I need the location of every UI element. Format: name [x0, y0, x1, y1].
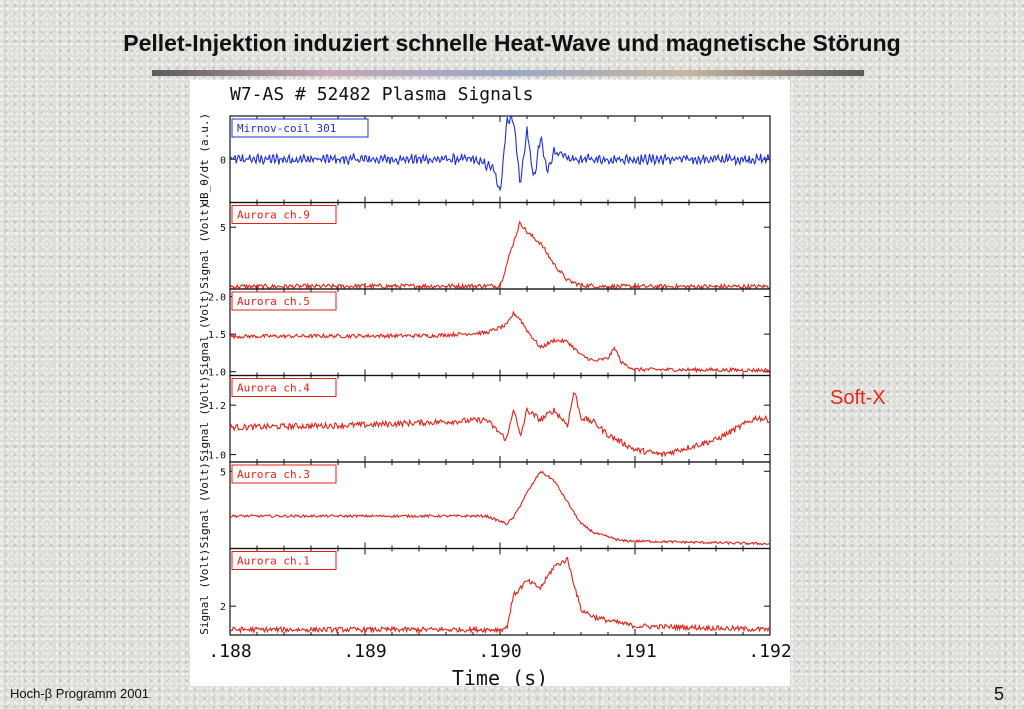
- y-tick-label: 1.5: [208, 330, 226, 341]
- legend-label-2: Aurora ch.9: [237, 209, 310, 222]
- y-axis-label: Signal (Volt): [198, 289, 211, 375]
- title-divider: [152, 70, 864, 76]
- y-tick-label: 5: [220, 223, 226, 234]
- x-tick-label: .191: [613, 641, 656, 662]
- legend-label-6: Aurora ch.1: [237, 555, 310, 568]
- legend-label-1: Mirnov-coil 301: [237, 122, 336, 135]
- y-tick-label: 2: [220, 602, 226, 613]
- y-axis-label: Signal (Volt): [198, 462, 211, 548]
- legend-label-4: Aurora ch.4: [237, 382, 310, 395]
- y-axis-label: Signal (Volt): [198, 376, 211, 462]
- y-tick-label: 1.0: [208, 368, 226, 379]
- x-tick-label: .188: [208, 641, 251, 662]
- legend-box-6: [231, 551, 337, 570]
- x-tick-label: .189: [343, 641, 386, 662]
- footer-program-label: Hoch-β Programm 2001: [10, 686, 149, 701]
- series-line-4: [229, 392, 771, 459]
- y-axis-label: Signal (Volt): [198, 203, 211, 289]
- plasma-signals-chart: W7-AS # 52482 Plasma Signals 0 dB_θ/dt (a.…: [198, 84, 790, 686]
- legend-box-5: [231, 464, 337, 484]
- y-tick-label: 2.0: [208, 293, 226, 304]
- legend-box-2: [231, 205, 337, 224]
- y-tick-label: 0: [220, 155, 226, 166]
- chart-title: W7-AS # 52482 Plasma Signals: [230, 84, 533, 105]
- series-line-1: [229, 114, 771, 192]
- series-line-2: [229, 220, 770, 291]
- plasma-signals-figure: W7-AS # 52482 Plasma Signals 0 dB_θ/dt (a.…: [190, 80, 790, 686]
- y-axis-label: Signal (Volt): [198, 549, 211, 635]
- legend-box-3: [231, 291, 337, 311]
- series-line-3: [229, 311, 771, 374]
- page-number: 5: [994, 684, 1005, 704]
- legend-box-4: [231, 378, 337, 397]
- series-line-6: [229, 556, 771, 635]
- y-axis-label: dB_θ/dt (a.u.): [198, 113, 211, 206]
- x-tick-label: .190: [478, 641, 521, 662]
- soft-x-label: Soft-X: [830, 387, 886, 409]
- legend-box-1: [231, 118, 369, 138]
- y-tick-label: 1.0: [208, 451, 226, 462]
- x-axis-label: Time (s): [452, 666, 548, 686]
- y-tick-label: 1.2: [208, 401, 226, 412]
- x-tick-label: .192: [748, 641, 790, 662]
- legend-label-3: Aurora ch.5: [237, 295, 310, 308]
- legend-label-5: Aurora ch.3: [237, 468, 310, 481]
- series-line-5: [229, 470, 771, 546]
- slide-title: Pellet-Injektion induziert schnelle Heat…: [123, 30, 901, 56]
- y-tick-label: 5: [220, 467, 226, 478]
